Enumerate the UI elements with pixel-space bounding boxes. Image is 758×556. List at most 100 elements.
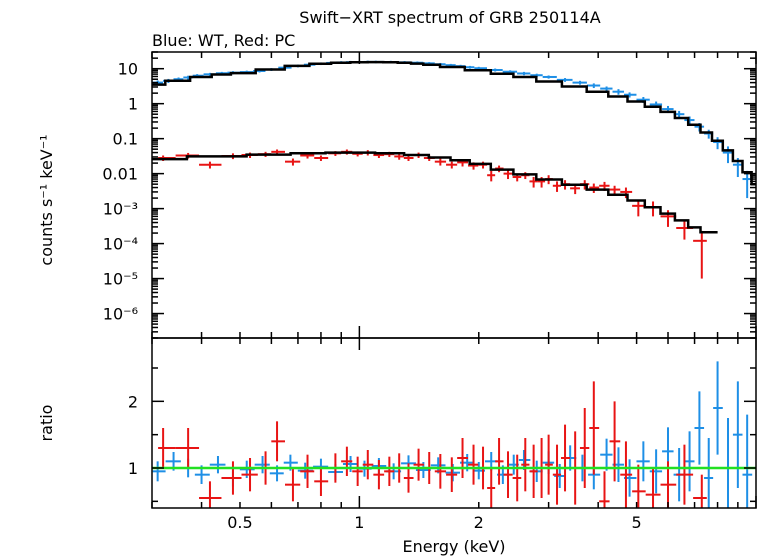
y-tick-label-spectrum-2: 0.1 bbox=[113, 130, 138, 149]
ratio-point-s0-43 bbox=[713, 361, 723, 455]
ratio-point-s1-37 bbox=[589, 381, 600, 475]
ratio-point-s0-0 bbox=[152, 461, 166, 482]
spectrum-point-s1-9 bbox=[314, 155, 329, 161]
spectrum-point-s1-30 bbox=[529, 177, 538, 188]
ratio-point-s1-45 bbox=[693, 474, 707, 508]
spectrum-point-s0-48 bbox=[713, 137, 723, 150]
spectrum-point-s0-34 bbox=[542, 75, 557, 79]
ratio-point-s1-7 bbox=[284, 468, 301, 502]
spectrum-point-s1-20 bbox=[434, 158, 447, 166]
ratio-point-s1-21 bbox=[446, 457, 458, 492]
y-tick-label-spectrum-7: 10⁻⁶ bbox=[103, 305, 138, 324]
ratio-point-s0-46 bbox=[742, 414, 753, 508]
ratio-point-s1-20 bbox=[434, 454, 447, 489]
ratio-point-s1-8 bbox=[300, 454, 315, 488]
spectrum-point-s1-39 bbox=[609, 185, 621, 195]
x-axis-label: Energy (keV) bbox=[402, 537, 505, 556]
ratio-point-s1-6 bbox=[271, 421, 285, 462]
spectrum-point-s0-39 bbox=[612, 89, 625, 95]
ratio-point-s1-38 bbox=[599, 471, 610, 508]
ratio-point-s1-22 bbox=[457, 438, 469, 478]
ratio-point-s0-45 bbox=[732, 381, 743, 488]
spectrum-point-s1-33 bbox=[552, 181, 562, 192]
spectrum-point-s1-21 bbox=[446, 161, 458, 169]
ratio-point-s1-44 bbox=[676, 444, 694, 505]
ratio-point-s1-41 bbox=[632, 464, 646, 508]
spectrum-point-s0-40 bbox=[624, 92, 637, 98]
x-tick-label-1: 1 bbox=[354, 513, 364, 532]
spectrum-point-s0-38 bbox=[600, 86, 613, 92]
ratio-point-s1-26 bbox=[495, 438, 504, 485]
axes-group: 0.5 1 2 5 10 1 0.1 0.01 10⁻³ 10⁻⁴ 10⁻⁵ 10⁻⁶ 1 2 bbox=[102, 51, 757, 532]
spectrum-point-s1-44 bbox=[676, 221, 694, 240]
ratio-point-s0-42 bbox=[704, 438, 714, 508]
x-tick-label-5: 5 bbox=[632, 513, 642, 532]
x-tick-label-0.5: 0.5 bbox=[227, 513, 252, 532]
ratio-point-s1-34 bbox=[561, 424, 571, 492]
ratio-point-s1-2 bbox=[199, 481, 222, 508]
ratio-point-s1-9 bbox=[314, 466, 329, 496]
y-tick-label-spectrum-3: 0.01 bbox=[102, 165, 138, 184]
spectrum-panel-data bbox=[152, 60, 756, 279]
ratio-point-s1-23 bbox=[468, 444, 479, 485]
model-line-pc bbox=[152, 151, 718, 234]
y-tick-label-ratio-1: 2 bbox=[128, 392, 138, 411]
ratio-point-s0-40 bbox=[684, 431, 695, 492]
y-tick-label-spectrum-4: 10⁻³ bbox=[103, 200, 138, 219]
ratio-point-s1-18 bbox=[413, 448, 424, 481]
spectrum-point-s0-32 bbox=[517, 71, 531, 76]
ratio-point-s1-32 bbox=[545, 434, 553, 495]
ratio-point-s1-42 bbox=[645, 468, 661, 508]
spectrum-point-s1-45 bbox=[693, 230, 707, 279]
chart-title: Swift−XRT spectrum of GRB 250114A bbox=[299, 8, 600, 27]
ratio-point-s1-13 bbox=[362, 450, 374, 480]
y-tick-label-ratio-0: 1 bbox=[128, 459, 138, 478]
ratio-panel-data bbox=[152, 361, 756, 508]
ratio-point-s0-4 bbox=[209, 456, 226, 474]
spectrum-point-s0-49 bbox=[722, 146, 733, 164]
ratio-point-s0-7 bbox=[254, 456, 270, 474]
spectrum-point-s1-37 bbox=[589, 183, 600, 193]
ratio-point-s1-29 bbox=[521, 438, 530, 492]
ratio-point-s0-33 bbox=[600, 438, 613, 471]
ratio-point-s1-4 bbox=[241, 458, 258, 492]
ratio-point-s1-0 bbox=[158, 428, 176, 468]
y-tick-label-spectrum-1: 1 bbox=[128, 95, 138, 114]
spectrum-point-s1-42 bbox=[645, 201, 661, 217]
ratio-point-s0-41 bbox=[694, 391, 705, 465]
ratio-point-s1-40 bbox=[620, 441, 633, 508]
ratio-point-s1-33 bbox=[552, 444, 562, 505]
ratio-point-s1-15 bbox=[384, 456, 395, 486]
ratio-point-s1-28 bbox=[512, 454, 522, 502]
ratio-point-s0-36 bbox=[636, 441, 650, 482]
spectrum-point-s0-37 bbox=[586, 83, 601, 89]
spectrum-point-s1-25 bbox=[487, 170, 496, 182]
spectrum-point-s1-17 bbox=[403, 155, 414, 161]
y-axis-label-ratio: ratio bbox=[37, 405, 56, 442]
ratio-frame bbox=[151, 337, 757, 509]
spectrum-frame bbox=[151, 51, 757, 339]
chart-subtitle: Blue: WT, Red: PC bbox=[152, 31, 295, 50]
ratio-point-s1-3 bbox=[221, 461, 242, 495]
spectrum-point-s1-7 bbox=[284, 158, 301, 166]
spectrum-point-s1-41 bbox=[632, 199, 646, 217]
spectrum-point-s1-40 bbox=[620, 187, 633, 199]
spectrum-point-s1-27 bbox=[503, 169, 513, 180]
spectrum-point-s0-35 bbox=[556, 78, 573, 82]
ratio-point-s1-36 bbox=[579, 408, 590, 488]
model-line-wt bbox=[152, 60, 756, 186]
ratio-point-s1-12 bbox=[352, 456, 363, 486]
ratio-point-s1-25 bbox=[487, 468, 496, 508]
x-tick-label-2: 2 bbox=[474, 513, 484, 532]
spectrum-point-s0-28 bbox=[465, 65, 475, 69]
ratio-point-s1-30 bbox=[529, 444, 538, 498]
y-tick-label-spectrum-0: 10 bbox=[118, 60, 138, 79]
ratio-point-s1-1 bbox=[175, 428, 200, 468]
y-tick-label-spectrum-6: 10⁻⁵ bbox=[103, 270, 138, 289]
ratio-point-s0-13 bbox=[342, 456, 358, 472]
ratio-point-s1-27 bbox=[503, 451, 513, 498]
y-tick-label-spectrum-5: 10⁻⁴ bbox=[103, 235, 138, 254]
spectrum-point-s0-36 bbox=[572, 80, 587, 85]
spectrum-point-s1-16 bbox=[394, 153, 404, 160]
